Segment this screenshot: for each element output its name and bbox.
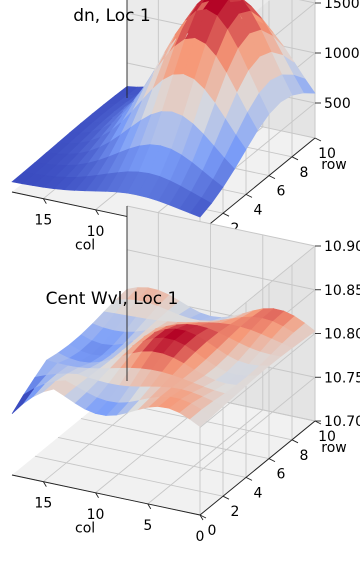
y-tick-label: 8 — [300, 448, 309, 464]
x-tick-mark — [95, 209, 99, 216]
x-tick-mark — [95, 492, 99, 499]
chart-title: dn, Loc 1 — [73, 6, 151, 26]
gridline — [57, 436, 247, 478]
y-tick-mark — [222, 212, 230, 217]
gridline — [147, 409, 264, 505]
y-tick-mark — [245, 193, 253, 198]
x-tick-label: 10 — [87, 224, 105, 240]
y-axis-label: row — [321, 440, 346, 456]
y-tick-mark — [291, 439, 299, 444]
y-tick-label: 6 — [277, 184, 286, 200]
z-tick-label: 10.85 — [324, 283, 360, 299]
y-tick-label: 2 — [231, 504, 240, 520]
x-tick-mark — [147, 503, 152, 510]
x-tick-label: 0 — [196, 529, 205, 545]
x-axis-label: col — [75, 521, 95, 537]
z-tick-label: 10.75 — [324, 370, 360, 386]
y-tick-mark — [268, 175, 276, 180]
y-tick-label: 4 — [254, 485, 263, 501]
chart-panel-1: 051015024681050010001500colrowdndn, Loc … — [11, 0, 360, 262]
chart-title: Cent Wvl, Loc 1 — [46, 289, 179, 309]
y-tick-mark — [314, 137, 322, 142]
z-tick-label: 10.80 — [324, 327, 360, 343]
x-tick-mark — [42, 481, 47, 487]
y-tick-label: 6 — [277, 467, 286, 483]
y-tick-mark — [268, 458, 276, 463]
z-tick-label: 500 — [324, 96, 351, 112]
x-axis-label: col — [75, 238, 95, 254]
z-tick-label: 1500 — [324, 0, 360, 12]
surface-patch — [11, 171, 35, 185]
gridline — [126, 249, 316, 291]
y-tick-label: 10 — [318, 146, 336, 162]
y-tick-mark — [222, 495, 230, 500]
y-tick-label: 8 — [300, 165, 309, 181]
y-tick-mark — [245, 476, 253, 481]
x-tick-mark — [199, 514, 204, 521]
z-tick-label: 10.70 — [324, 414, 360, 430]
y-axis-line — [199, 137, 316, 233]
y-tick-label: 10 — [318, 429, 336, 445]
z-tick-label: 1000 — [324, 46, 360, 62]
y-axis-label: row — [321, 157, 346, 173]
y-tick-label: 4 — [254, 202, 263, 218]
y-tick-mark — [199, 514, 207, 519]
z-tick-label: 10.90 — [324, 239, 360, 255]
gridline — [199, 333, 316, 428]
floor-pane — [12, 381, 315, 515]
y-tick-label: 0 — [208, 523, 217, 539]
x-axis-line — [11, 474, 201, 516]
gridline — [80, 418, 270, 460]
gridline — [34, 455, 224, 497]
x-tick-label: 10 — [87, 507, 105, 523]
x-tick-label: 5 — [143, 518, 152, 534]
gridline — [126, 205, 316, 247]
y-tick-mark — [314, 420, 322, 425]
x-tick-mark — [42, 198, 47, 204]
y-axis-line — [199, 420, 316, 516]
gridline — [199, 376, 316, 472]
chart-panel-2: 051015024681010.7010.7510.8010.8510.90co… — [11, 205, 360, 545]
y-tick-mark — [291, 156, 299, 161]
x-tick-label: 15 — [34, 496, 52, 512]
x-tick-label: 15 — [34, 213, 52, 229]
surface-patch — [11, 388, 35, 415]
